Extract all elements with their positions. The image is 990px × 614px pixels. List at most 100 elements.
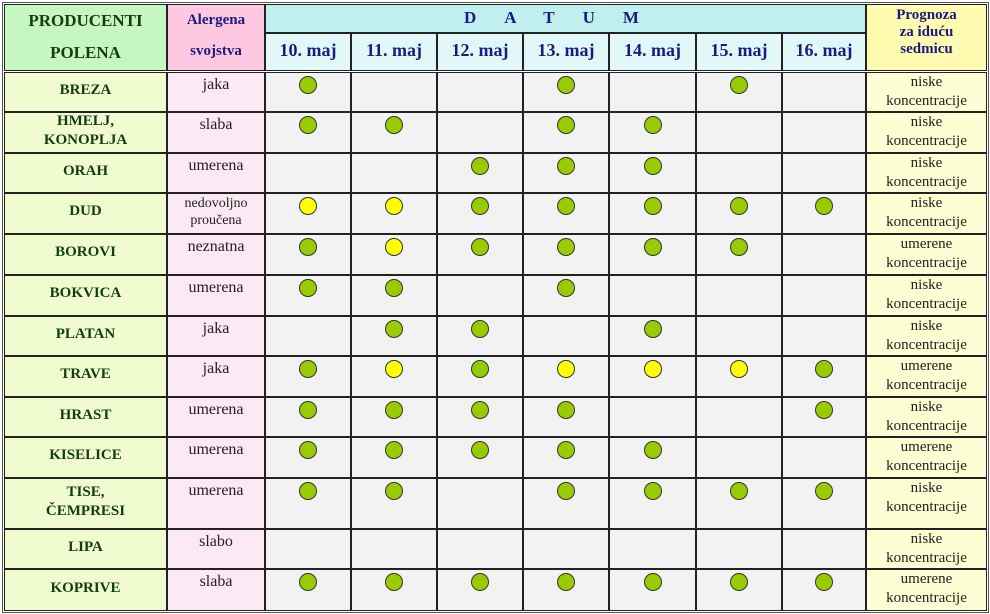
yellow-dot-icon xyxy=(385,360,403,378)
green-dot-icon xyxy=(557,279,575,297)
day-cell xyxy=(609,397,696,437)
green-dot-icon xyxy=(471,238,489,256)
day-cell xyxy=(265,193,351,234)
day-cell xyxy=(523,275,609,316)
day-cell xyxy=(609,275,696,316)
day-cell xyxy=(523,193,609,234)
green-dot-icon xyxy=(557,573,575,591)
day-cell xyxy=(523,397,609,437)
allergen-line: neznatna xyxy=(187,238,245,255)
forecast-line: niske xyxy=(910,399,943,415)
allergen-strength: umerena xyxy=(167,397,265,437)
pollen-name-text: BOROVI xyxy=(55,243,116,262)
allergen-strength: umerena xyxy=(167,275,265,316)
day-cell xyxy=(437,316,523,356)
pollen-name: LIPA xyxy=(4,529,167,569)
day-cell xyxy=(696,316,782,356)
day-cell xyxy=(351,437,437,478)
day-cell xyxy=(437,529,523,569)
forecast-line: niske xyxy=(910,195,943,211)
green-dot-icon xyxy=(299,279,317,297)
forecast: niske koncentracije xyxy=(866,72,987,112)
forecast: niske koncentracije xyxy=(866,153,987,193)
green-dot-icon xyxy=(815,401,833,419)
day-cell xyxy=(782,275,866,316)
day-cell xyxy=(523,437,609,478)
forecast: niske koncentracije xyxy=(866,529,987,569)
day-cell xyxy=(265,275,351,316)
day-cell xyxy=(782,193,866,234)
day-cell xyxy=(523,356,609,397)
day-cell xyxy=(696,153,782,193)
allergen-line: umerena xyxy=(188,482,244,499)
forecast-line: koncentracije xyxy=(886,255,967,271)
day-cell xyxy=(696,397,782,437)
forecast: niske koncentracije xyxy=(866,275,987,316)
date-header: 13. maj xyxy=(523,33,609,71)
name-line: KONOPLJA xyxy=(43,131,128,148)
green-dot-icon xyxy=(730,76,748,94)
forecast: niske koncentracije xyxy=(866,193,987,234)
forecast-line: koncentracije xyxy=(886,174,967,190)
day-cell xyxy=(609,153,696,193)
day-cell xyxy=(523,153,609,193)
day-cell xyxy=(609,437,696,478)
pollen-name-text: KISELICE xyxy=(49,446,122,465)
forecast-line: koncentracije xyxy=(886,550,967,566)
green-dot-icon xyxy=(643,157,662,175)
date-header: 12. maj xyxy=(437,33,523,71)
green-dot-icon xyxy=(471,401,489,419)
allergen-strength: jaka xyxy=(167,316,265,356)
green-dot-icon xyxy=(557,76,575,94)
pollen-name: DUD xyxy=(4,193,167,234)
green-dot-icon xyxy=(643,116,662,134)
day-cell xyxy=(265,234,351,275)
day-cell xyxy=(782,356,866,397)
green-dot-icon xyxy=(557,197,575,215)
forecast-line: umerene xyxy=(900,236,953,252)
name-line: HRAST xyxy=(59,406,112,423)
pollen-name: KOPRIVE xyxy=(4,569,167,611)
day-cell xyxy=(265,529,351,569)
pollen-name: TRAVE xyxy=(4,356,167,397)
name-line: KISELICE xyxy=(49,447,122,463)
green-dot-icon xyxy=(557,157,575,175)
forecast-line: niske xyxy=(910,480,943,496)
name-line: BREZA xyxy=(59,81,112,98)
yellow-dot-icon xyxy=(385,197,403,215)
name-line: BOKVICA xyxy=(49,285,122,301)
day-cell xyxy=(351,275,437,316)
day-cell xyxy=(609,112,696,153)
pollen-name: TISE, ČEMPRESI xyxy=(4,478,167,529)
day-cell xyxy=(782,234,866,275)
green-dot-icon xyxy=(471,197,489,215)
day-cell xyxy=(437,397,523,437)
day-cell xyxy=(696,529,782,569)
green-dot-icon xyxy=(557,238,575,256)
green-dot-icon xyxy=(815,573,833,591)
allergen-line: proučena xyxy=(190,213,242,228)
green-dot-icon xyxy=(643,441,662,459)
day-cell xyxy=(437,153,523,193)
pollen-name: BOROVI xyxy=(4,234,167,275)
day-cell xyxy=(523,569,609,611)
day-cell xyxy=(523,316,609,356)
day-cell xyxy=(265,397,351,437)
day-cell xyxy=(351,478,437,529)
name-line: TISE, xyxy=(66,483,105,500)
allergen-line: slaba xyxy=(199,116,233,133)
day-cell xyxy=(351,234,437,275)
day-cell xyxy=(609,316,696,356)
yellow-dot-icon xyxy=(299,197,317,215)
day-cell xyxy=(696,72,782,112)
green-dot-icon xyxy=(643,573,662,591)
forecast-line: umerene xyxy=(900,358,953,374)
day-cell xyxy=(523,112,609,153)
allergen-line: nedovoljno xyxy=(184,196,248,211)
pollen-name-text: TISE, ČEMPRESI xyxy=(46,483,125,521)
day-cell xyxy=(437,437,523,478)
forecast-line: niske xyxy=(910,155,943,171)
forecast: umerene koncentracije xyxy=(866,437,987,478)
day-cell xyxy=(351,193,437,234)
day-cell xyxy=(265,478,351,529)
